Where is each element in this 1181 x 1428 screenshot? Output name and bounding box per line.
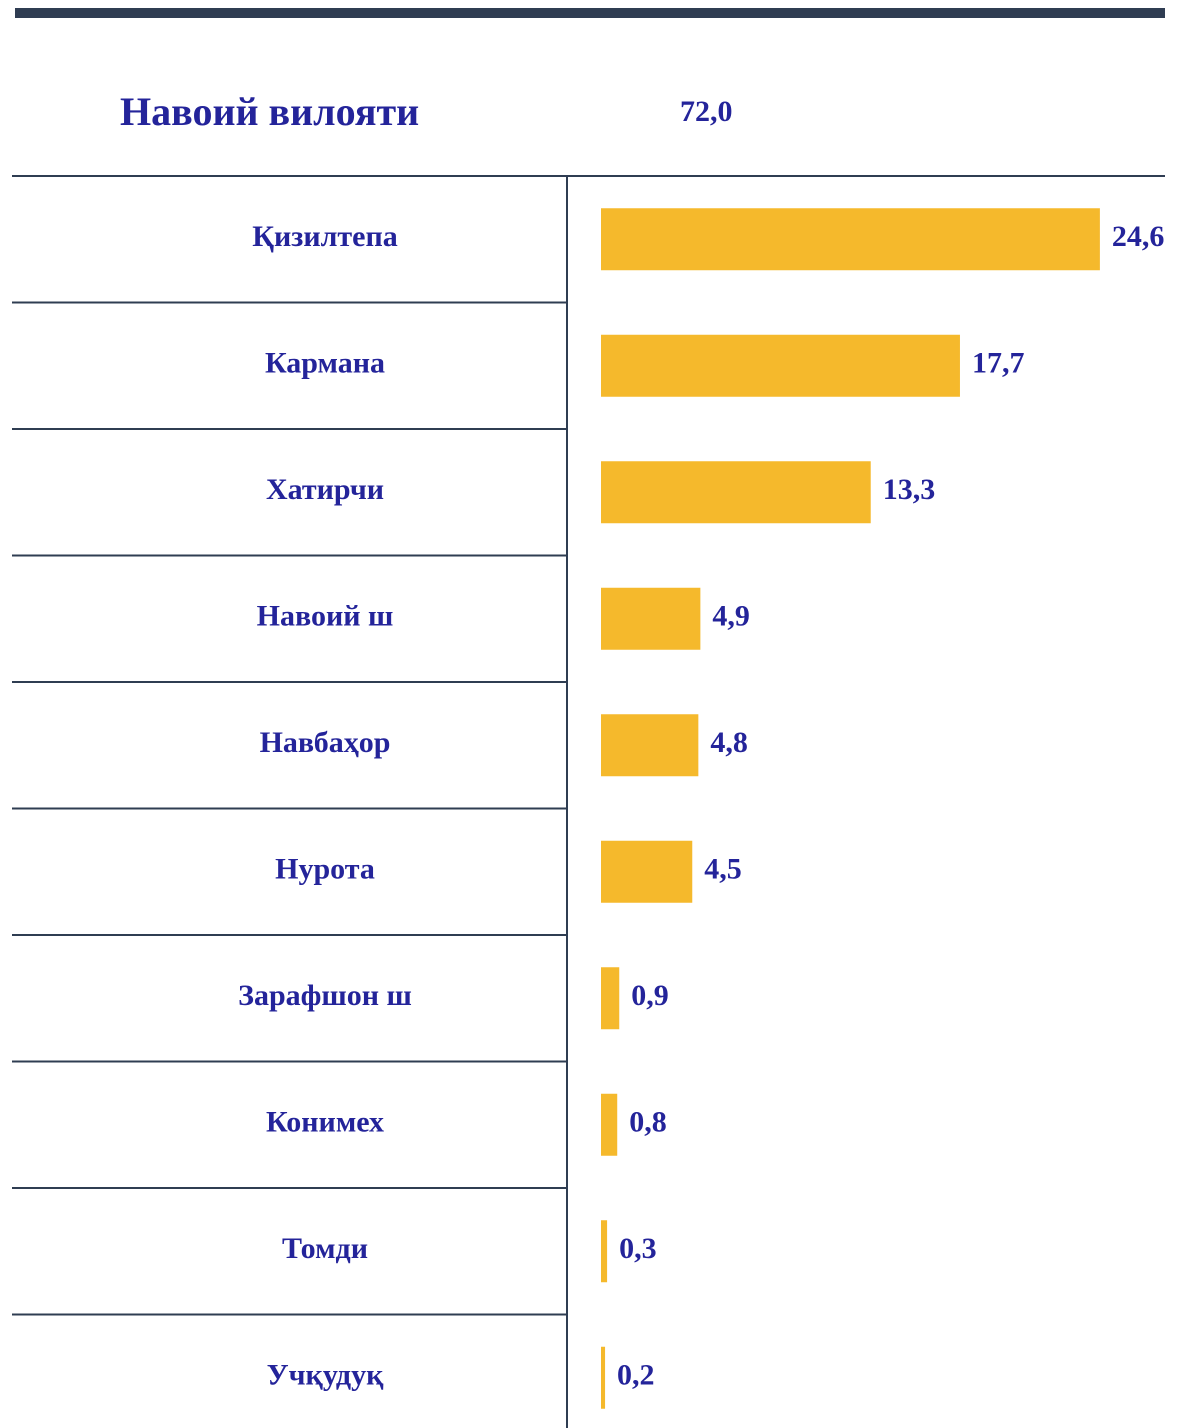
category-label: Конимех [266, 1106, 384, 1139]
value-label: 0,8 [629, 1106, 667, 1139]
category-label: Хатирчи [266, 473, 384, 506]
category-label: Навбаҳор [260, 726, 391, 759]
category-label: Зарафшон ш [238, 979, 412, 1012]
bar [601, 967, 620, 1030]
total-label: 72,0 [680, 95, 733, 128]
value-label: 13,3 [883, 473, 936, 506]
value-label: 0,2 [617, 1359, 655, 1392]
category-label: Кармана [265, 347, 385, 380]
bar [601, 587, 701, 650]
bar [601, 334, 960, 397]
value-label: 24,6 [1112, 220, 1165, 253]
value-label: 17,7 [972, 347, 1025, 380]
bar [601, 1093, 618, 1156]
value-label: 0,3 [619, 1232, 657, 1265]
value-label: 0,9 [631, 979, 669, 1012]
bar [601, 1220, 608, 1283]
bar [601, 1346, 606, 1409]
bar [601, 461, 871, 524]
category-label: Томди [282, 1232, 368, 1265]
category-label: Учқудуқ [267, 1359, 385, 1392]
category-label: Навоий ш [257, 600, 394, 633]
bar [601, 840, 693, 903]
top-band [15, 8, 1165, 18]
value-label: 4,8 [710, 726, 748, 759]
category-label: Нурота [275, 853, 375, 886]
category-label: Қизилтепа [252, 220, 398, 253]
value-label: 4,5 [704, 853, 742, 886]
value-label: 4,9 [712, 600, 750, 633]
bar [601, 714, 699, 777]
chart-title: Навоий вилояти [120, 89, 419, 134]
bar [601, 208, 1100, 271]
